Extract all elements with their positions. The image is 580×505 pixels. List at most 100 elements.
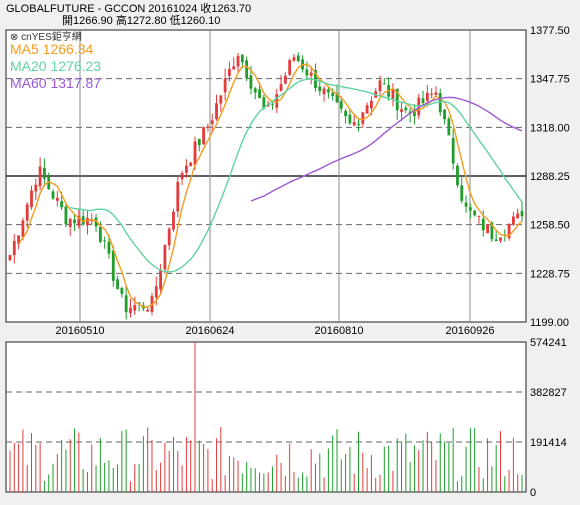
- candle-body: [25, 204, 29, 221]
- candle-body: [163, 244, 167, 270]
- candle-body: [417, 97, 421, 116]
- candle-body: [296, 55, 300, 62]
- candle-body: [43, 167, 46, 179]
- candle-body: [326, 89, 330, 93]
- candle-body: [370, 100, 373, 109]
- candle-body: [245, 60, 249, 79]
- candle-body: [486, 224, 489, 234]
- candle-body: [223, 78, 227, 93]
- volume-grid: [6, 391, 526, 443]
- candle-body: [468, 207, 472, 211]
- candle-body: [249, 75, 253, 89]
- candle-body: [103, 240, 107, 242]
- candle-body: [275, 94, 279, 108]
- price-grid: [6, 30, 526, 322]
- candle-body: [279, 83, 283, 91]
- candle-body: [232, 66, 236, 70]
- price-tick-label: 1258.50: [530, 220, 570, 232]
- candle-body: [236, 56, 240, 67]
- candle-body: [124, 295, 128, 313]
- candle-body: [425, 92, 429, 101]
- candle-body: [438, 92, 442, 113]
- candle-body: [378, 80, 382, 92]
- price-tick-label: 1288.25: [530, 171, 570, 183]
- legend-ma20: MA20 1276.23: [10, 58, 101, 74]
- candle-body: [318, 86, 322, 92]
- candle-body: [400, 109, 403, 113]
- candle-body: [258, 89, 261, 99]
- candle-body: [146, 309, 150, 312]
- price-y-axis: 1377.50 1347.75 1318.00 1288.25 1258.50 1228.…: [530, 25, 570, 329]
- candle-body: [189, 162, 193, 167]
- volume-tick-label: 0: [530, 487, 536, 499]
- candle-body: [81, 216, 85, 225]
- candle-body: [348, 114, 352, 124]
- price-x-axis: 20160510 20160624 20160810 20160926: [56, 325, 495, 337]
- candle-body: [133, 305, 137, 311]
- price-tick-label: 1228.75: [530, 268, 570, 280]
- candle-body: [421, 98, 425, 104]
- candle-body: [361, 112, 365, 124]
- candle-body: [288, 59, 292, 75]
- candle-body: [391, 90, 395, 99]
- candle-body: [352, 121, 356, 126]
- candle-body: [490, 222, 494, 240]
- candle-body: [520, 210, 524, 217]
- candle-body: [460, 185, 464, 201]
- candle-body: [477, 215, 481, 217]
- candle-body: [430, 93, 434, 95]
- candle-body: [159, 269, 162, 290]
- ma60-line: [250, 96, 523, 202]
- candle-body: [197, 138, 201, 146]
- candle-body: [253, 88, 257, 93]
- legend-ma5: MA5 1266.34: [10, 41, 93, 57]
- candle-body: [215, 103, 218, 120]
- candle-body: [38, 166, 42, 187]
- candle-body: [240, 54, 244, 63]
- candle-body: [365, 105, 369, 114]
- volume-tick-label: 382827: [530, 387, 567, 399]
- candle-body: [30, 190, 33, 208]
- candle-body: [473, 210, 477, 216]
- candle-body: [456, 165, 459, 186]
- candle-body: [8, 255, 12, 260]
- volume-panel: [5, 341, 527, 493]
- candle-body: [185, 165, 188, 173]
- candle-body: [516, 213, 520, 219]
- candle-body: [51, 191, 55, 199]
- candle-body: [219, 95, 223, 104]
- candle-body: [382, 83, 386, 85]
- candle-body: [447, 118, 451, 136]
- candle-body: [73, 219, 76, 224]
- price-tick-label: 1318.00: [530, 122, 570, 134]
- price-tick-label: 1199.00: [530, 317, 569, 329]
- candle-body: [511, 216, 515, 225]
- ma20-line: [70, 78, 523, 273]
- candle-body: [86, 217, 89, 226]
- candle-body: [283, 75, 287, 84]
- candle-body: [292, 57, 296, 61]
- volume-bars: [9, 342, 523, 492]
- candle-body: [111, 250, 115, 281]
- candle-body: [55, 197, 59, 201]
- candle-body: [17, 235, 21, 244]
- date-tick-label: 20160926: [446, 325, 495, 337]
- candle-body: [34, 184, 38, 192]
- candle-body: [464, 202, 468, 207]
- date-tick-label: 20160510: [56, 325, 105, 337]
- candle-body: [481, 218, 485, 231]
- legend: ⊗ cnYES鉅亨網 MA5 1266.34 MA20 1276.23 MA60…: [10, 30, 101, 91]
- candle-body: [47, 176, 51, 190]
- candle-body: [129, 307, 132, 314]
- candle-body: [357, 123, 360, 125]
- candle-body: [339, 101, 343, 109]
- candle-body: [98, 226, 102, 242]
- candle-body: [228, 68, 231, 76]
- candle-body: [64, 206, 68, 225]
- volume-tick-label: 574241: [530, 337, 567, 349]
- candle-body: [309, 72, 313, 76]
- header-line2: 開1266.90 高1272.80 低1260.10: [62, 13, 220, 27]
- candle-body: [202, 127, 206, 145]
- price-tick-label: 1347.75: [530, 74, 570, 86]
- candle-body: [180, 173, 184, 180]
